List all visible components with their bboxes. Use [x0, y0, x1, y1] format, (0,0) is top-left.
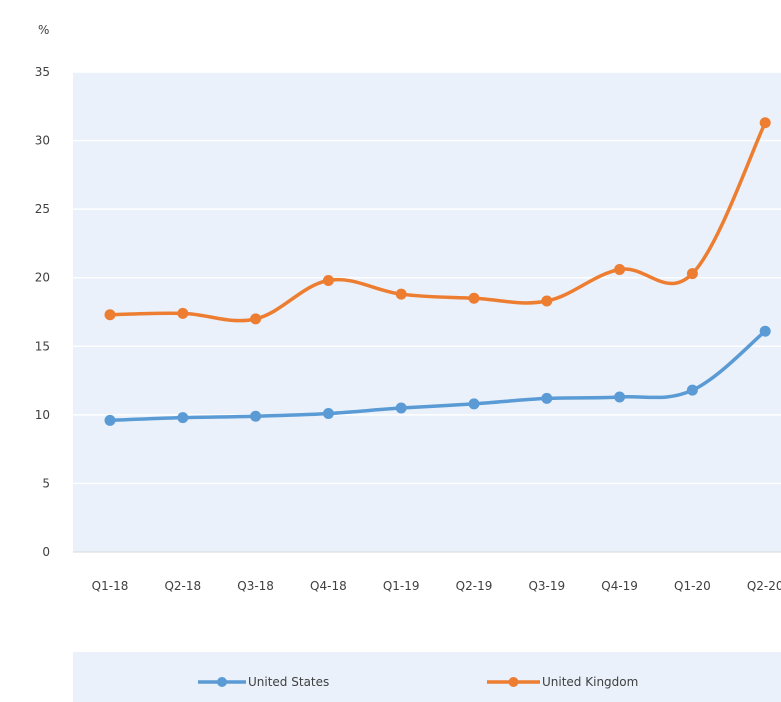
series-united-kingdom — [104, 117, 771, 325]
x-tick-label: Q4-18 — [310, 579, 347, 593]
data-point — [322, 407, 334, 419]
x-tick-label: Q1-19 — [383, 579, 420, 593]
data-point — [686, 384, 698, 396]
y-tick-label: 30 — [35, 134, 50, 148]
data-point — [104, 309, 116, 321]
data-point — [250, 313, 262, 325]
data-point — [104, 414, 116, 426]
series-line-united-states — [108, 329, 767, 423]
y-tick-label: 5 — [42, 476, 50, 490]
x-tick-label: Q2-19 — [456, 579, 493, 593]
legend-item-united-kingdom: United Kingdom — [487, 675, 638, 689]
x-tick-label: Q3-19 — [528, 579, 565, 593]
x-tick-label: Q1-20 — [674, 579, 711, 593]
x-axis-ticks: Q1-18 Q2-18 Q3-18 Q4-18 Q1-19 Q2-19 Q3-19 Q4-19… — [92, 579, 781, 593]
data-point — [395, 402, 407, 414]
y-axis-ticks: 0 5 10 15 20 25 30 35 — [35, 65, 50, 559]
legend-marker — [508, 677, 519, 687]
plot-area — [73, 72, 781, 552]
x-tick-label: Q3-18 — [237, 579, 274, 593]
y-tick-label: 10 — [35, 408, 50, 422]
data-point — [614, 391, 626, 403]
data-point — [177, 307, 189, 319]
series-united-states — [104, 325, 771, 426]
data-point — [468, 398, 480, 410]
data-point — [322, 274, 334, 286]
gridlines — [73, 71, 781, 553]
data-point — [250, 410, 262, 422]
legend-marker — [217, 677, 227, 687]
data-point — [541, 295, 553, 307]
data-point — [541, 392, 553, 404]
legend-label: United Kingdom — [542, 675, 638, 689]
y-tick-label: 20 — [35, 271, 50, 285]
data-point — [686, 268, 698, 280]
y-tick-label: 25 — [35, 202, 50, 216]
y-tick-label: 15 — [35, 339, 50, 353]
legend: United States United Kingdom — [73, 652, 781, 702]
y-tick-label: 35 — [35, 65, 50, 79]
x-tick-label: Q2-20 — [747, 579, 781, 593]
y-axis-label: % — [38, 23, 49, 37]
data-point — [468, 292, 480, 304]
legend-item-united-states: United States — [198, 675, 329, 689]
data-point — [759, 325, 771, 337]
series — [104, 117, 771, 426]
x-tick-label: Q2-18 — [164, 579, 201, 593]
legend-background — [73, 652, 781, 702]
data-point — [177, 412, 189, 424]
data-point — [395, 288, 407, 300]
x-tick-label: Q4-19 — [601, 579, 638, 593]
y-tick-label: 0 — [42, 545, 50, 559]
data-point — [614, 263, 626, 275]
x-tick-label: Q1-18 — [92, 579, 129, 593]
series-line-united-kingdom — [108, 120, 767, 323]
data-point — [759, 117, 771, 129]
legend-label: United States — [248, 675, 329, 689]
